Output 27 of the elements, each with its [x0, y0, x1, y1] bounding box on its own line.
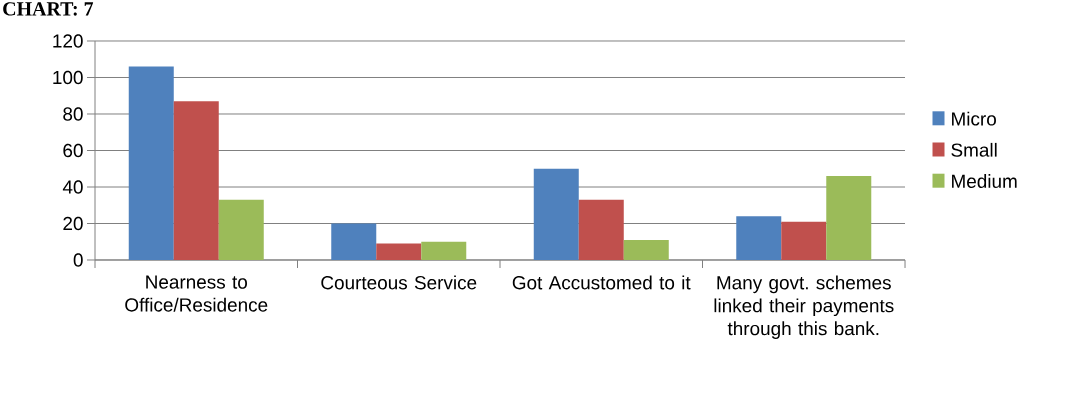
bar — [781, 221, 827, 260]
bar — [421, 241, 467, 260]
legend-label: Small — [951, 142, 997, 157]
legend-label: Micro — [952, 111, 996, 126]
bar — [376, 243, 422, 260]
bar — [218, 199, 264, 260]
bar — [623, 239, 669, 260]
y-tick-label: 20 — [63, 216, 83, 231]
y-tick-label: 80 — [63, 107, 83, 121]
x-tick-label: Courteous Service — [321, 275, 477, 290]
x-tick-label: Got Accustomed to it — [512, 275, 691, 290]
x-tick-label: Many govt. schemes linked their payments through this bank. — [714, 275, 894, 339]
bar — [173, 101, 219, 260]
bar — [533, 168, 579, 260]
x-tick-label: Nearness to Office/Residence — [125, 275, 268, 312]
bar — [331, 223, 377, 260]
y-tick-label: 0 — [73, 253, 83, 267]
y-tick-label: 100 — [53, 70, 83, 85]
y-tick-label: 40 — [62, 180, 83, 194]
bar — [128, 66, 174, 260]
y-tick-label: 60 — [63, 143, 83, 158]
bar — [826, 176, 872, 260]
chart-title: CHART: 7 — [3, 2, 94, 16]
bar — [736, 216, 782, 260]
bar — [578, 199, 624, 260]
y-tick-label: 120 — [53, 34, 83, 48]
legend-label: Medium — [952, 174, 1017, 188]
